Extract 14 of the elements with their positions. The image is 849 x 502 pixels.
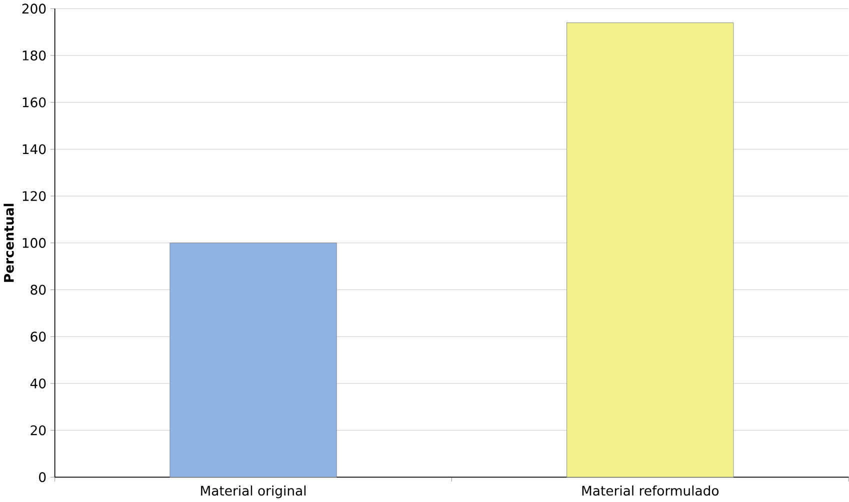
x-tick-label: Material reformulado xyxy=(582,486,719,496)
y-tick-label: 0 xyxy=(39,472,46,482)
y-tick-label: 100 xyxy=(22,238,46,248)
y-tick-label: 180 xyxy=(22,50,46,61)
y-tick-label: 120 xyxy=(22,191,46,202)
y-tick-label: 20 xyxy=(30,425,46,436)
y-tick-label: 40 xyxy=(30,378,46,389)
y-tick-label: 140 xyxy=(22,144,46,154)
y-axis-title: Percentual xyxy=(4,204,14,282)
y-tick-label: 80 xyxy=(30,284,46,295)
y-tick-label: 160 xyxy=(22,97,46,108)
y-tick-label: 200 xyxy=(22,4,46,14)
x-tick-label: Material original xyxy=(201,486,306,498)
y-tick-label: 60 xyxy=(30,332,46,342)
